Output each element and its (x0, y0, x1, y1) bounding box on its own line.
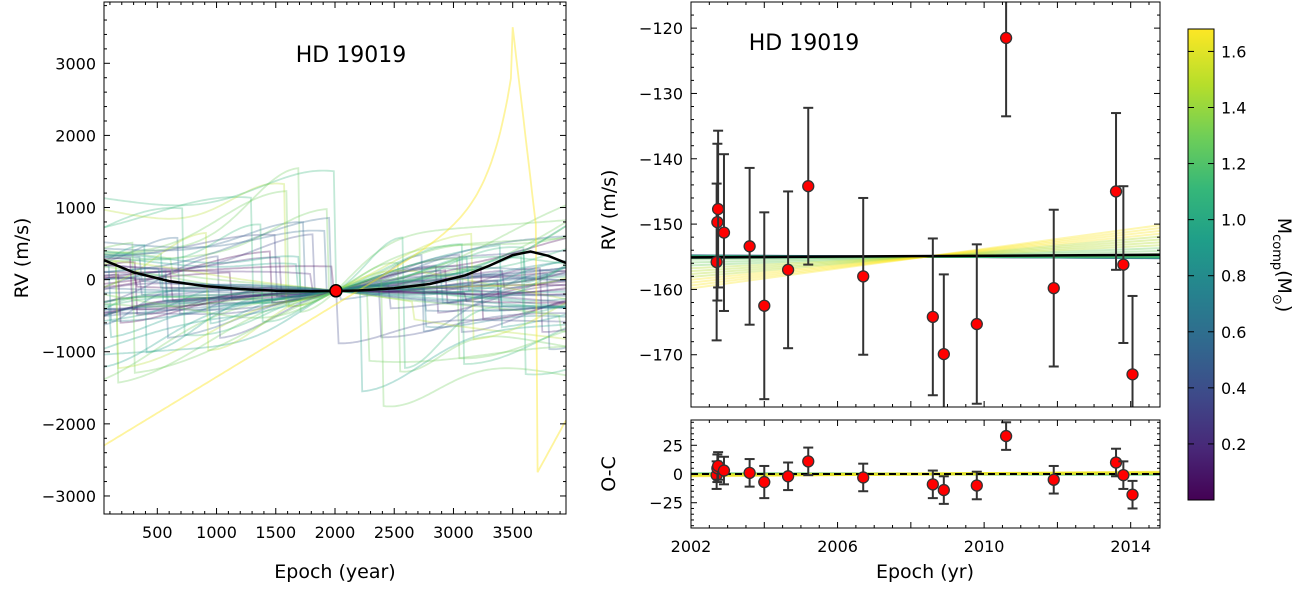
oc-point (970, 479, 983, 492)
rv-point (999, 31, 1013, 45)
oc-point (1117, 468, 1130, 482)
oc-point (1109, 456, 1123, 469)
rv-point (781, 263, 795, 276)
best-fit-curve (104, 250, 566, 293)
rb-x-tick-label: 2006 (817, 537, 858, 556)
rb-x-tick-label: 2014 (1110, 537, 1151, 556)
left-x-tick-label: 1000 (196, 523, 237, 542)
rt-y-label: RV (m/s) (598, 170, 620, 251)
colorbar-tick-label: 1.4 (1221, 99, 1246, 118)
left-y-tick-label: 1000 (55, 199, 96, 218)
rb-y-tick-label: 0 (673, 465, 683, 484)
rv-point (937, 347, 950, 361)
rb-data-points (710, 421, 1139, 510)
rb-y-tick-label: −25 (649, 494, 683, 513)
rt-y-tick-label: −150 (639, 215, 683, 234)
rt-y-tick-label: −160 (639, 280, 683, 299)
colorbar-tick-label: 0.6 (1221, 323, 1246, 342)
left-title: HD 19019 (296, 43, 406, 68)
colorbar-tick-label: 0.2 (1221, 435, 1246, 454)
colorbar-label: Mcomp(M⊙) (1269, 218, 1295, 313)
left-y-tick-label: −1000 (42, 343, 96, 362)
rv-point (1047, 281, 1060, 295)
rt-y-tick-label: −130 (639, 84, 683, 103)
rb-x-label: Epoch (yr) (876, 561, 974, 583)
rv-point (970, 317, 983, 331)
rb-y-ticks: −25 0 25 (649, 421, 1160, 527)
left-y-tick-label: 2000 (55, 126, 96, 145)
left-orbit-curves (104, 27, 566, 473)
colorbar-gradient (1187, 28, 1215, 501)
right-bottom-panel: −25 0 25 2002 2006 2010 2014 Epoch (yr) O-C (598, 419, 1161, 583)
oc-point (802, 455, 815, 468)
rv-point (1126, 368, 1139, 381)
left-x-tick-label: 500 (142, 523, 173, 542)
rv-best-fit-line (691, 253, 1160, 259)
rb-x-ticks: 2002 2006 2010 2014 (671, 420, 1151, 556)
rv-point (743, 240, 756, 253)
oc-point (926, 478, 939, 491)
right-top-panel: −170 −160 −150 −140 −130 −120 HD 19019 RV (m/… (598, 1, 1161, 408)
rt-y-tick-label: −140 (639, 150, 683, 169)
rt-axes-frame (690, 1, 1161, 408)
oc-point (781, 470, 795, 483)
rv-point (758, 299, 771, 312)
rt-x-ticks (708, 2, 1150, 407)
left-x-tick-label: 2000 (315, 523, 356, 542)
left-y-tick-label: 0 (86, 271, 96, 290)
rb-y-tick-label: 25 (663, 436, 683, 455)
rv-point (802, 180, 815, 193)
left-best-fit (104, 250, 566, 293)
rv-point (1109, 185, 1123, 198)
left-x-tick-label: 2500 (374, 523, 415, 542)
oc-point (999, 429, 1013, 443)
oc-point (758, 475, 771, 489)
colorbar-tick-label: 0.4 (1221, 379, 1246, 398)
rv-point (857, 270, 870, 283)
left-x-tick-label: 3500 (492, 523, 533, 542)
orbit-curve (104, 169, 566, 293)
rt-y-ticks: −170 −160 −150 −140 −130 −120 (639, 1, 1160, 395)
colorbar-tick-label: 1.2 (1221, 155, 1246, 174)
rb-y-label: O-C (598, 456, 620, 492)
left-x-tick-label: 1500 (255, 523, 296, 542)
colorbar-ticks: 0.2 0.4 0.6 0.8 1.0 1.2 1.4 1.6 (1188, 42, 1246, 454)
rb-x-tick-label: 2010 (964, 537, 1005, 556)
left-x-ticks: 500 1000 1500 2000 2500 3000 3500 (109, 2, 561, 542)
oc-point (717, 464, 731, 477)
left-x-tick-label: 3000 (433, 523, 474, 542)
rt-model-lines (691, 224, 1160, 290)
rv-point (926, 310, 939, 324)
rt-title: HD 19019 (749, 31, 859, 56)
orbit-curve-high-mass (104, 27, 566, 473)
rv-point (329, 284, 343, 298)
colorbar: 0.2 0.4 0.6 0.8 1.0 1.2 1.4 1.6 Mcomp(M⊙) (1187, 28, 1295, 501)
colorbar-tick-label: 1.6 (1221, 42, 1246, 61)
oc-point (857, 471, 870, 484)
left-y-ticks: −3000 −2000 −1000 0 1000 2000 3000 (42, 5, 566, 506)
left-y-tick-label: 3000 (55, 54, 96, 73)
oc-point (743, 466, 756, 480)
oc-point (1047, 473, 1060, 486)
colorbar-tick-label: 0.8 (1221, 267, 1246, 286)
rt-data-points (710, 2, 1139, 407)
oc-point (937, 483, 950, 497)
rb-x-tick-label: 2002 (671, 537, 712, 556)
left-y-tick-label: −3000 (42, 487, 96, 506)
rt-y-tick-label: −170 (639, 346, 683, 365)
rb-residual-lines (691, 470, 1160, 478)
left-panel: 500 1000 1500 2000 2500 3000 3500 −3000 −2000 −1… (11, 1, 567, 583)
rv-point (711, 202, 725, 216)
left-y-tick-label: −2000 (42, 415, 96, 434)
rv-point (1117, 258, 1130, 271)
colorbar-tick-label: 1.0 (1221, 211, 1246, 230)
left-x-label: Epoch (year) (274, 561, 395, 583)
left-data-point (329, 284, 343, 298)
rv-point (717, 226, 731, 239)
oc-point (1126, 488, 1139, 501)
rt-y-tick-label: −120 (639, 19, 683, 38)
left-y-label: RV (m/s) (11, 218, 33, 299)
